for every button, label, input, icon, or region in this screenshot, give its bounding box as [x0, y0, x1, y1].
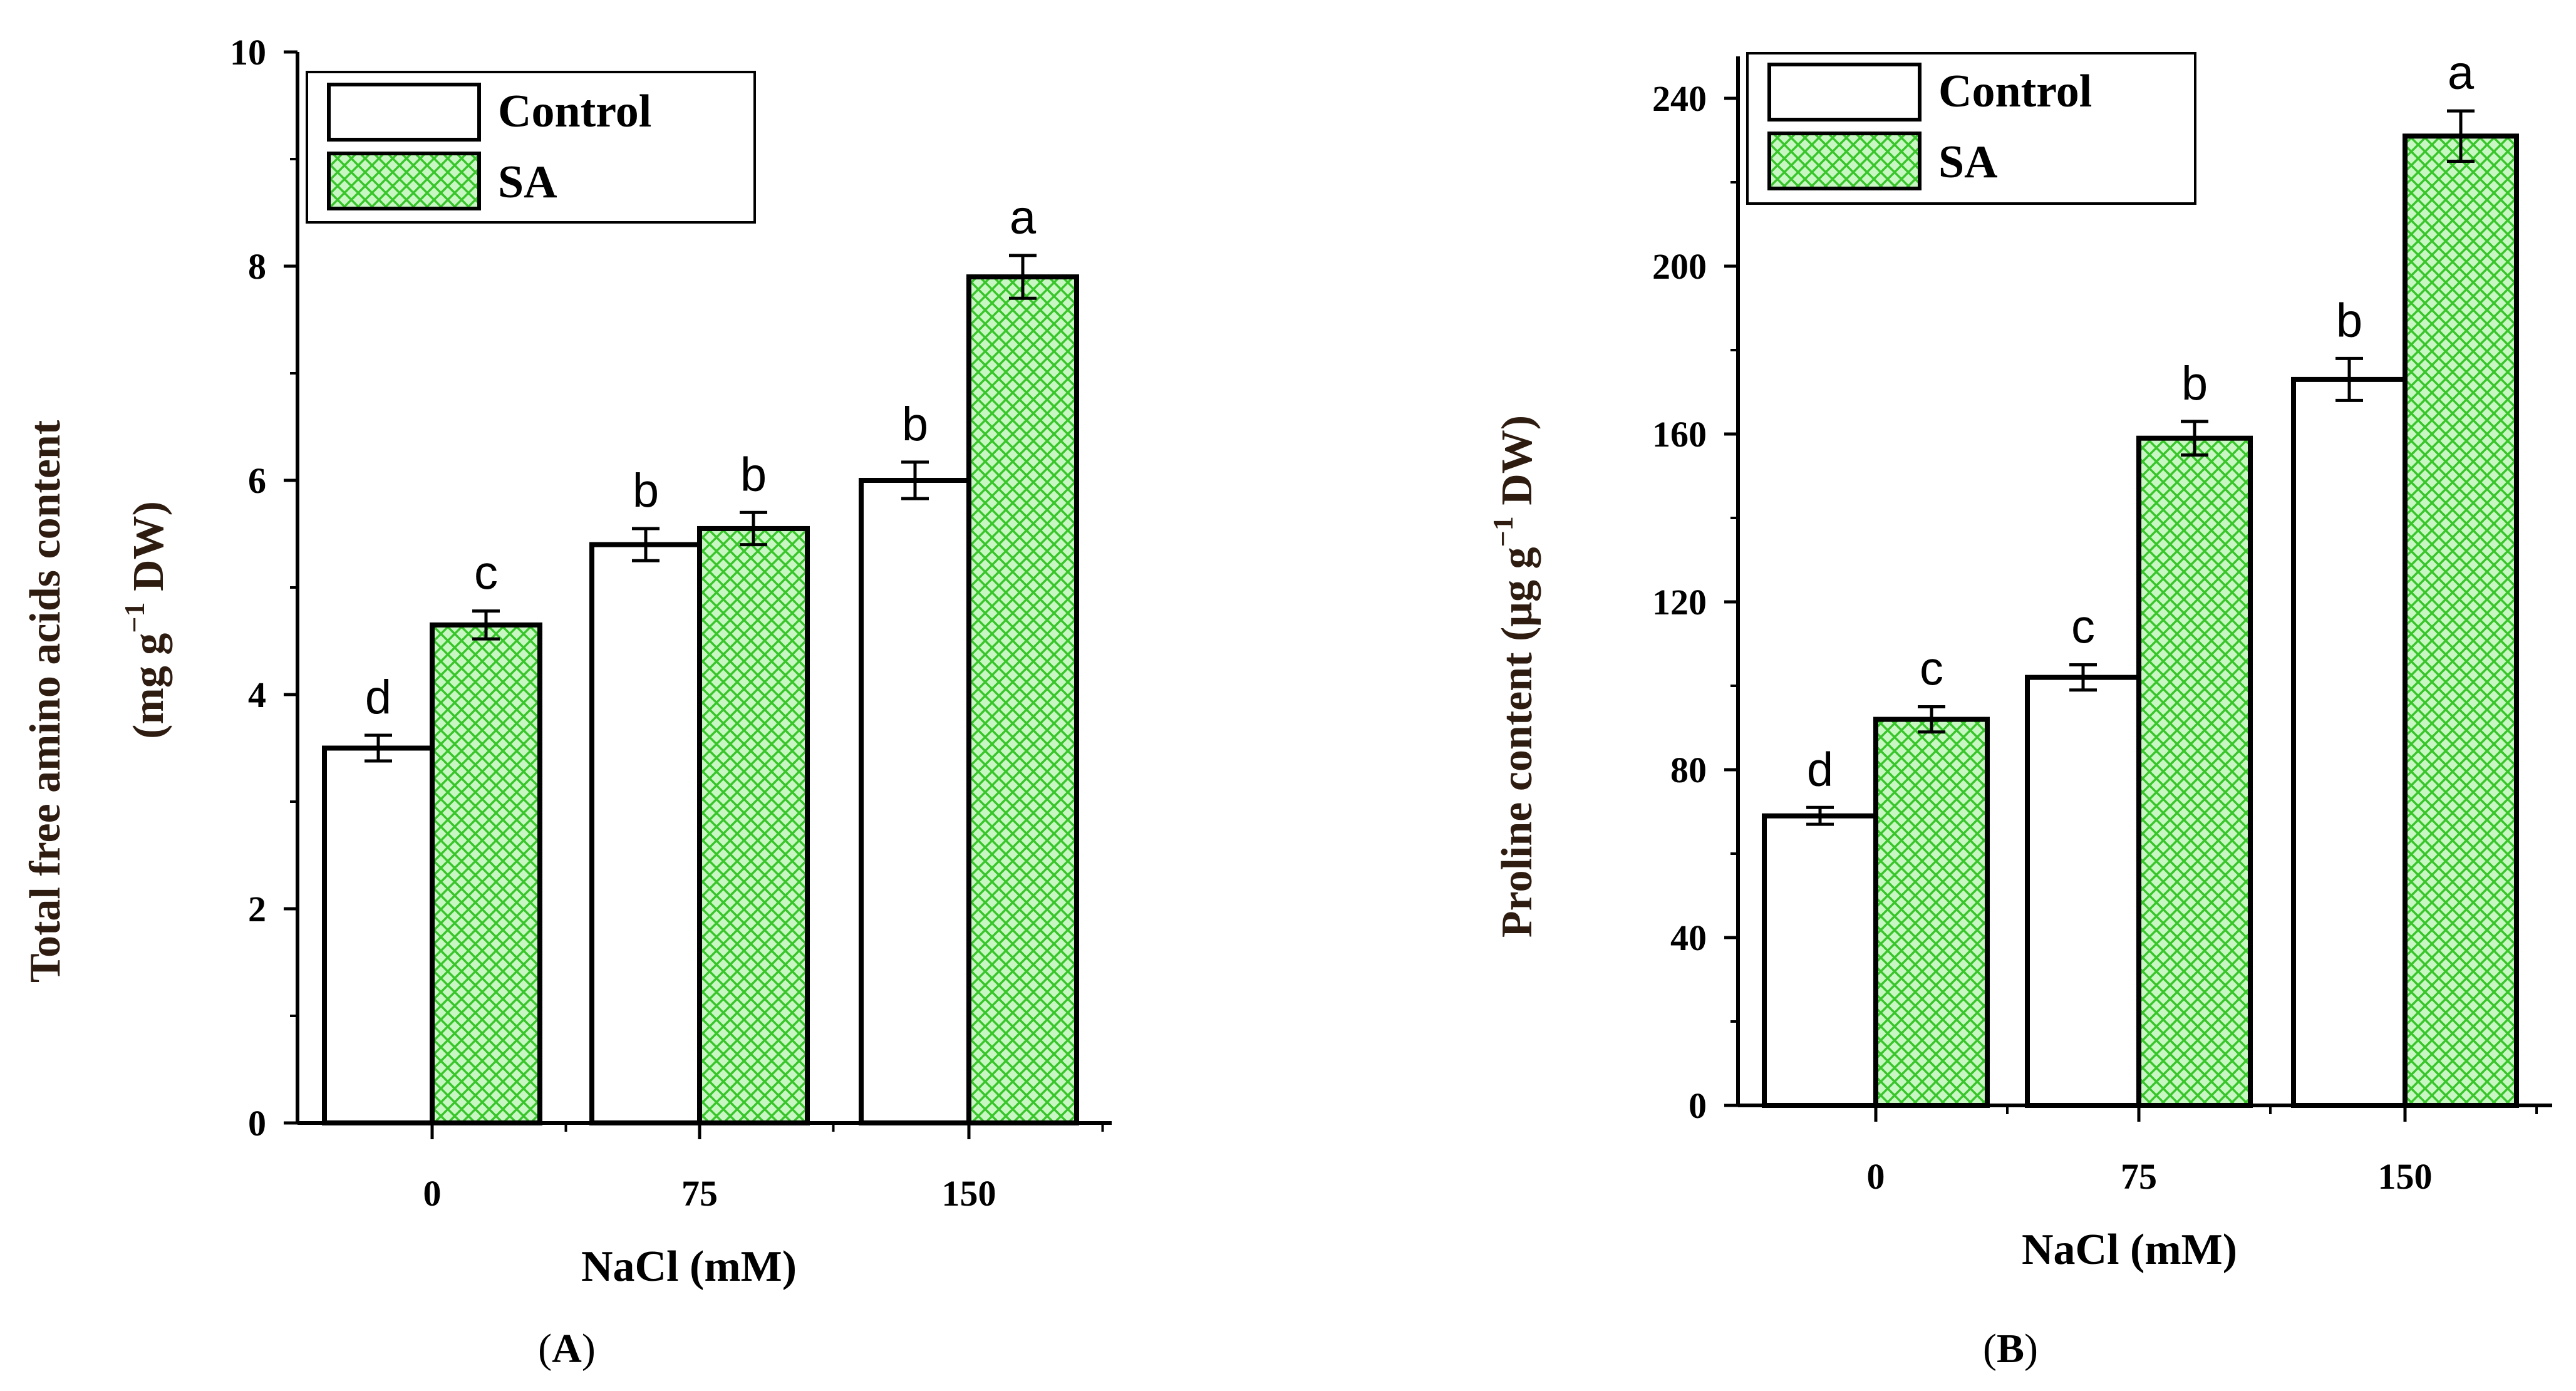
y-title-b: Proline content [1493, 653, 1541, 938]
bar-sa-a-0 [430, 622, 542, 1125]
legend-label-sa-a: SA [498, 157, 557, 208]
y-axis-label-a: Total free amino acids content [21, 420, 70, 983]
sig-label-sa-b-0: c [1920, 643, 1943, 696]
x-tick-label-b-0: 0 [1867, 1156, 1885, 1197]
bar-control-a-1 [589, 542, 702, 1125]
bar-sa-b-0 [1873, 716, 1990, 1108]
sig-label-sa-b-1: b [2181, 357, 2208, 410]
bar-sa-a-2 [966, 274, 1079, 1126]
sig-label-control-a-2: b [902, 398, 928, 451]
bar-sa-b-2 [2403, 133, 2519, 1108]
y-axis-unit-a: (mg g−1 DW) [118, 501, 173, 739]
x-tick-label-a-0: 0 [423, 1173, 442, 1214]
panel-label-b: (B) [1983, 1326, 2038, 1372]
sig-label-control-a-0: d [365, 671, 391, 724]
sig-label-sa-a-0: c [474, 547, 498, 600]
y-tick-label-b-5: 200 [1652, 246, 1707, 287]
bar-control-b-1 [2025, 675, 2141, 1108]
bar-control-b-2 [2291, 376, 2408, 1108]
panel-label-a: (A) [538, 1326, 596, 1372]
y-tick-label-a-3: 6 [248, 460, 266, 501]
y-tick-label-b-4: 160 [1652, 414, 1707, 455]
y-unit-a-sup: −1 [118, 602, 150, 633]
sig-label-control-b-2: b [2336, 294, 2362, 347]
legend-swatch-sa-a [327, 152, 481, 210]
bar-control-a-2 [859, 478, 971, 1125]
y-tick-label-b-3: 120 [1652, 582, 1707, 623]
bar-control-a-0 [322, 745, 435, 1125]
y-tick-label-a-5: 10 [230, 32, 266, 73]
legend-b: Control SA [1746, 52, 2196, 205]
legend-a: Control SA [306, 71, 756, 224]
y-unit-b-sup: −1 [1487, 516, 1519, 547]
y-tick-label-b-2: 80 [1670, 750, 1707, 790]
bar-control-b-0 [1762, 813, 1878, 1108]
y-tick-label-b-1: 40 [1670, 918, 1707, 958]
y-tick-label-a-0: 0 [248, 1103, 266, 1144]
chart-panel-b: Proline content (μg g−1 DW) 0 40 80 120 160 2… [1487, 46, 2552, 1372]
sig-label-control-a-1: b [633, 464, 659, 517]
y-tick-label-a-2: 4 [248, 675, 266, 715]
sig-label-control-b-0: d [1807, 743, 1833, 796]
sig-label-sa-a-2: a [1010, 191, 1037, 244]
sig-label-control-b-1: c [2071, 601, 2095, 654]
y-unit-b-post: DW) [1493, 415, 1541, 516]
legend-swatch-control-b [1767, 63, 1922, 122]
bar-sa-a-1 [697, 525, 810, 1125]
y-axis-label-b: Proline content (μg g−1 DW) [1487, 415, 1541, 938]
legend-swatch-control-a [327, 83, 481, 142]
y-unit-a-pre: (mg g [125, 633, 173, 739]
y-tick-label-b-0: 0 [1689, 1085, 1707, 1126]
legend-label-control-b: Control [1938, 66, 2092, 117]
x-tick-label-a-1: 75 [681, 1173, 718, 1214]
x-tick-label-b-2: 150 [2378, 1156, 2433, 1197]
svg-text:Proline content (μg g−1 DW): Proline content (μg g−1 DW) [1487, 415, 1541, 938]
y-tick-label-b-6: 240 [1652, 78, 1707, 119]
sig-label-sa-a-1: b [740, 448, 767, 501]
y-axis-title-a: Total free amino acids content [21, 420, 70, 983]
x-axis-title-a: NaCl (mM) [581, 1243, 797, 1291]
legend-label-control-a: Control [498, 86, 651, 137]
sig-label-sa-b-2: a [2448, 46, 2475, 100]
y-unit-a-post: DW) [125, 501, 173, 602]
x-tick-label-a-2: 150 [942, 1173, 996, 1214]
x-tick-label-b-1: 75 [2121, 1156, 2157, 1197]
y-unit-b-pre: (μg g [1493, 547, 1541, 642]
legend-label-sa-b: SA [1938, 137, 1998, 188]
bar-sa-b-1 [2136, 435, 2253, 1109]
chart-panel-a: Total free amino acids content (mg g−1 D… [21, 32, 1112, 1372]
svg-text:(mg g−1 DW): (mg g−1 DW) [118, 501, 173, 739]
legend-swatch-sa-b [1767, 132, 1922, 190]
y-tick-label-a-4: 8 [248, 246, 266, 287]
y-tick-label-a-1: 2 [248, 889, 266, 929]
x-axis-title-b: NaCl (mM) [2022, 1226, 2237, 1274]
